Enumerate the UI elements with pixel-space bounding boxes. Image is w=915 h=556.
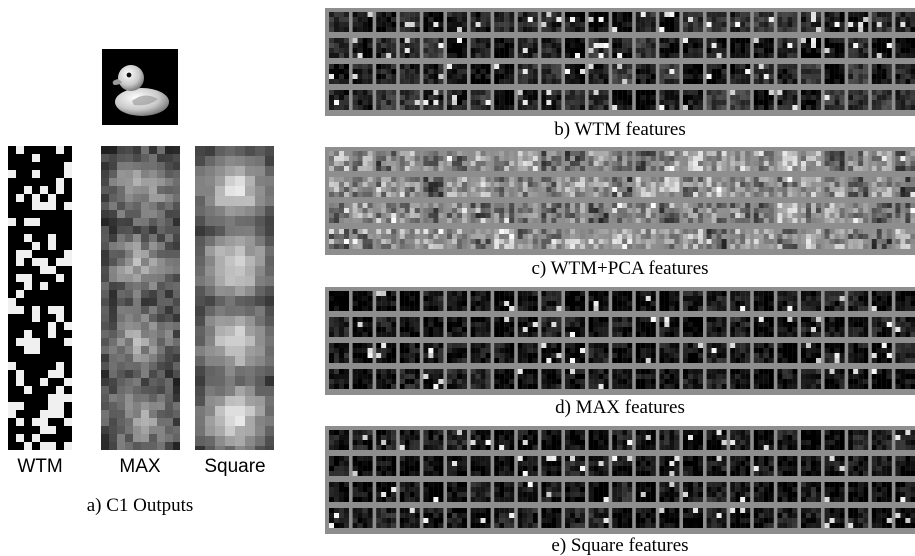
- wtm-pca-features-caption: c) WTM+PCA features: [531, 258, 709, 279]
- max-features-panel: [325, 287, 915, 395]
- duck-icon: [112, 65, 169, 116]
- wtm-column-label: WTM: [17, 456, 63, 477]
- wtm-c1-output-image: [8, 146, 72, 450]
- max-column-label: MAX: [119, 456, 161, 477]
- max-c1-output-image: [101, 146, 180, 450]
- wtm-features-caption: b) WTM features: [554, 119, 686, 140]
- c1-outputs-caption: a) C1 Outputs: [86, 495, 194, 516]
- duck-input-image: [102, 49, 178, 125]
- wtm-features-panel: [325, 8, 915, 116]
- max-features-caption: d) MAX features: [555, 397, 685, 418]
- square-column-label: Square: [204, 456, 266, 477]
- square-features-panel: [325, 426, 915, 534]
- square-features-caption: e) Square features: [551, 535, 689, 556]
- square-c1-output-image: [195, 146, 274, 450]
- wtm-pca-features-panel: [325, 147, 915, 255]
